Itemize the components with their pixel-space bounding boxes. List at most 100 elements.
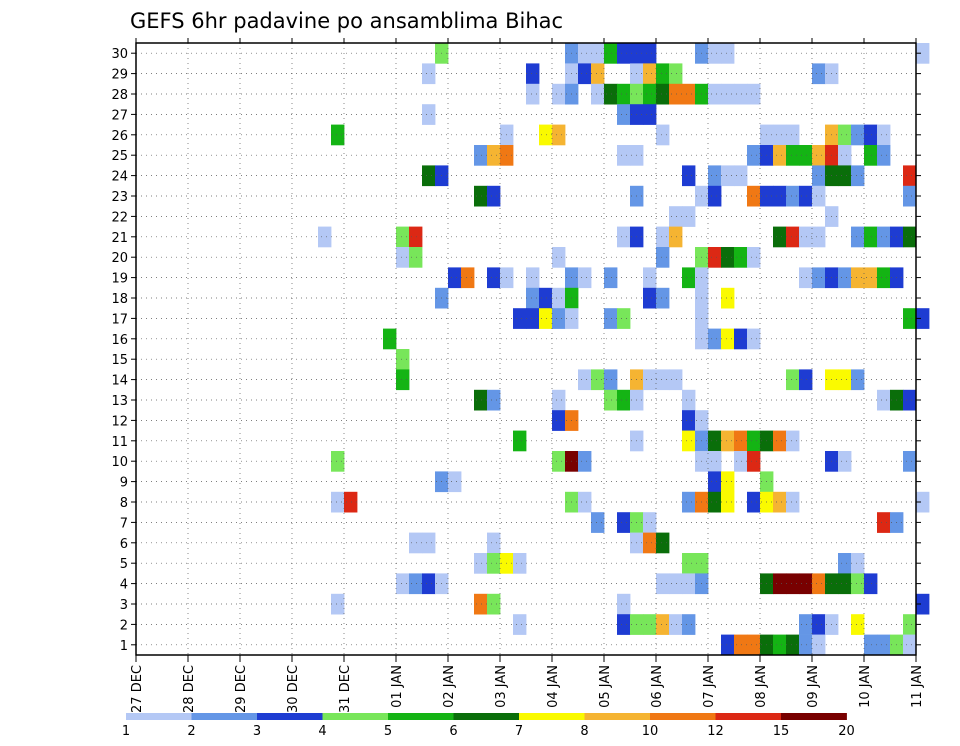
heatmap-cell (786, 369, 799, 390)
x-tick-label: 08 JAN (754, 665, 769, 708)
heatmap-cell (812, 227, 825, 248)
heatmap-cell (526, 63, 539, 84)
heatmap-cell (617, 390, 630, 411)
heatmap-cell (513, 614, 526, 635)
heatmap-cell (838, 451, 851, 472)
heatmap-cell (318, 227, 331, 248)
heatmap-cell (383, 329, 396, 350)
heatmap-cell (708, 492, 721, 513)
heatmap-cell (552, 390, 565, 411)
heatmap-cell (656, 533, 669, 554)
legend-swatch (585, 713, 651, 720)
y-tick-label: 3 (120, 598, 128, 613)
heatmap-cell (812, 165, 825, 186)
heatmap-cell (578, 369, 591, 390)
x-tick-label: 03 JAN (494, 665, 509, 708)
y-tick-label: 13 (111, 394, 128, 409)
heatmap-cell (331, 125, 344, 146)
legend-swatch (716, 713, 782, 720)
heatmap-cell (578, 63, 591, 84)
heatmap-cells (305, 43, 929, 655)
heatmap-cell (851, 267, 864, 288)
y-tick-label: 8 (120, 496, 128, 511)
legend-label: 1 (122, 724, 130, 739)
legend-swatch (650, 713, 716, 720)
heatmap-cell (487, 594, 500, 615)
heatmap-cell (656, 227, 669, 248)
y-tick-label: 9 (120, 476, 128, 491)
heatmap-cell (786, 227, 799, 248)
x-tick-label: 05 JAN (598, 665, 613, 708)
y-tick-label: 21 (111, 231, 128, 246)
heatmap-cell (838, 573, 851, 594)
heatmap-cell (903, 614, 916, 635)
heatmap-cell (747, 186, 760, 207)
heatmap-cell (643, 104, 656, 125)
heatmap-cell (526, 267, 539, 288)
legend-swatch (126, 713, 192, 720)
heatmap-cell (747, 145, 760, 166)
heatmap-cell (643, 84, 656, 105)
heatmap-cell (721, 492, 734, 513)
heatmap-cell (786, 492, 799, 513)
heatmap-cell (396, 369, 409, 390)
heatmap-cell (721, 288, 734, 309)
legend-label: 20 (838, 724, 855, 739)
heatmap-cell (331, 594, 344, 615)
heatmap-cell (851, 125, 864, 146)
heatmap-cell (643, 614, 656, 635)
y-tick-label: 17 (111, 312, 128, 327)
heatmap-cell (643, 533, 656, 554)
y-tick-label: 23 (111, 190, 128, 205)
legend-label: 2 (187, 724, 195, 739)
heatmap-cell (877, 227, 890, 248)
legend-label: 3 (253, 724, 261, 739)
heatmap-cell (617, 43, 630, 64)
heatmap-cell (682, 390, 695, 411)
heatmap-cell (422, 573, 435, 594)
heatmap-cell (773, 492, 786, 513)
heatmap-cell (786, 186, 799, 207)
heatmap-cell (591, 63, 604, 84)
y-tick-label: 10 (111, 455, 128, 470)
heatmap-cell (448, 471, 461, 492)
heatmap-cell (812, 573, 825, 594)
legend-label: 15 (773, 724, 790, 739)
heatmap-cell (656, 614, 669, 635)
heatmap-cell (903, 451, 916, 472)
y-tick-label: 28 (111, 88, 128, 103)
heatmap-cell (721, 431, 734, 452)
heatmap-cell (903, 227, 916, 248)
heatmap-cell (838, 369, 851, 390)
heatmap-cell (331, 492, 344, 513)
heatmap-cell (643, 288, 656, 309)
heatmap-cell (617, 614, 630, 635)
heatmap-cell (682, 267, 695, 288)
heatmap-cell (721, 84, 734, 105)
heatmap-cell (656, 369, 669, 390)
y-tick-label: 30 (111, 47, 128, 62)
y-tick-label: 12 (111, 414, 128, 429)
y-tick-label: 24 (111, 170, 128, 185)
heatmap-cell (812, 267, 825, 288)
y-tick-label: 25 (111, 149, 128, 164)
heatmap-cell (851, 165, 864, 186)
y-tick-label: 14 (111, 374, 128, 389)
heatmap-cell (708, 451, 721, 472)
heatmap-cell (773, 145, 786, 166)
legend-label: 8 (580, 724, 588, 739)
heatmap-cell (552, 125, 565, 146)
heatmap-cell (838, 125, 851, 146)
heatmap-cell (838, 145, 851, 166)
x-tick-label: 31 DEC (338, 665, 353, 713)
heatmap-cell (422, 165, 435, 186)
heatmap-cell (773, 431, 786, 452)
legend-label: 10 (642, 724, 659, 739)
heatmap-cell (747, 329, 760, 350)
heatmap-cell (747, 431, 760, 452)
heatmap-cell (552, 288, 565, 309)
heatmap-cell (552, 247, 565, 268)
heatmap-cell (721, 635, 734, 656)
